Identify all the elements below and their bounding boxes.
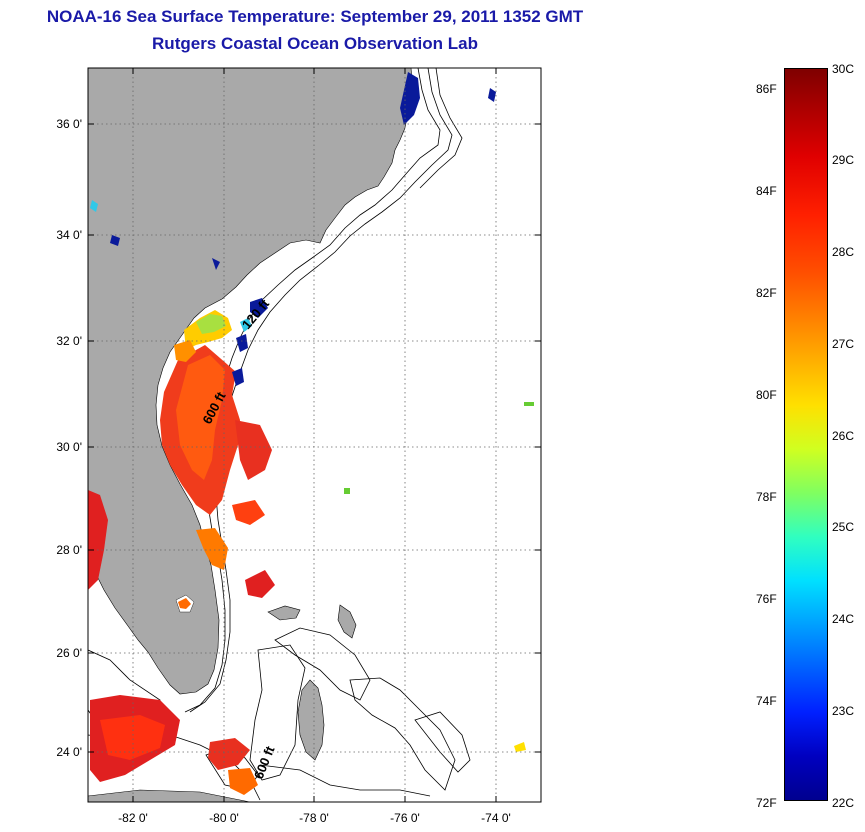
- colorbar-f-86: 86F: [756, 82, 777, 96]
- lon-tick-74: -74 0': [481, 811, 511, 825]
- colorbar-f-74: 74F: [756, 694, 777, 708]
- lat-tick-30: 30 0': [56, 440, 82, 454]
- sst-cold-pixels: [110, 72, 496, 386]
- lon-tick-80: -80 0': [209, 811, 239, 825]
- colorbar-f-84: 84F: [756, 184, 777, 198]
- temperature-colorbar: [784, 68, 828, 801]
- lat-tick-36: 36 0': [56, 117, 82, 131]
- sst-cyan-pixels: [90, 200, 252, 332]
- island-abaco: [337, 604, 357, 639]
- colorbar-c-27: 27C: [832, 337, 855, 351]
- sst-green-pixels: [344, 402, 534, 494]
- map-subtitle: Rutgers Coastal Ocean Observation Lab: [152, 34, 478, 53]
- colorbar-c-22: 22C: [832, 796, 855, 810]
- lon-tick-82: -82 0': [118, 811, 148, 825]
- sst-lake: [178, 598, 191, 609]
- colorbar-f-78: 78F: [756, 490, 777, 504]
- tick-marks: [88, 68, 541, 802]
- sst-data: [88, 310, 275, 795]
- colorbar-c-24: 24C: [832, 612, 855, 626]
- island-grand-bahama: [267, 605, 301, 621]
- lon-tick-76: -76 0': [390, 811, 420, 825]
- lat-tick-32: 32 0': [56, 334, 82, 348]
- sst-map: 120 ft 600 ft 600 ft 36 0' 34 0' 32 0' 3…: [56, 67, 542, 825]
- colorbar-c-25: 25C: [832, 520, 855, 534]
- colorbar-f-76: 76F: [756, 592, 777, 606]
- colorbar-c-30: 30C: [832, 62, 855, 76]
- land-mainland: [88, 68, 413, 695]
- lat-tick-26: 26 0': [56, 646, 82, 660]
- colorbar-f-80: 80F: [756, 388, 777, 402]
- lat-tick-34: 34 0': [56, 228, 82, 242]
- sst-yellow-pixels: [514, 742, 526, 752]
- lat-tick-28: 28 0': [56, 543, 82, 557]
- colorbar-f-82: 82F: [756, 286, 777, 300]
- colorbar-c-29: 29C: [832, 153, 855, 167]
- land-cuba: [88, 789, 251, 802]
- lon-tick-78: -78 0': [299, 811, 329, 825]
- island-andros: [297, 679, 325, 761]
- colorbar-f-72: 72F: [756, 796, 777, 810]
- map-title: NOAA-16 Sea Surface Temperature: Septemb…: [46, 7, 584, 26]
- lat-tick-24: 24 0': [56, 745, 82, 759]
- colorbar-c-23: 23C: [832, 704, 855, 718]
- colorbar-c-28: 28C: [832, 245, 855, 259]
- colorbar-c-26: 26C: [832, 429, 855, 443]
- graticule: [88, 68, 541, 802]
